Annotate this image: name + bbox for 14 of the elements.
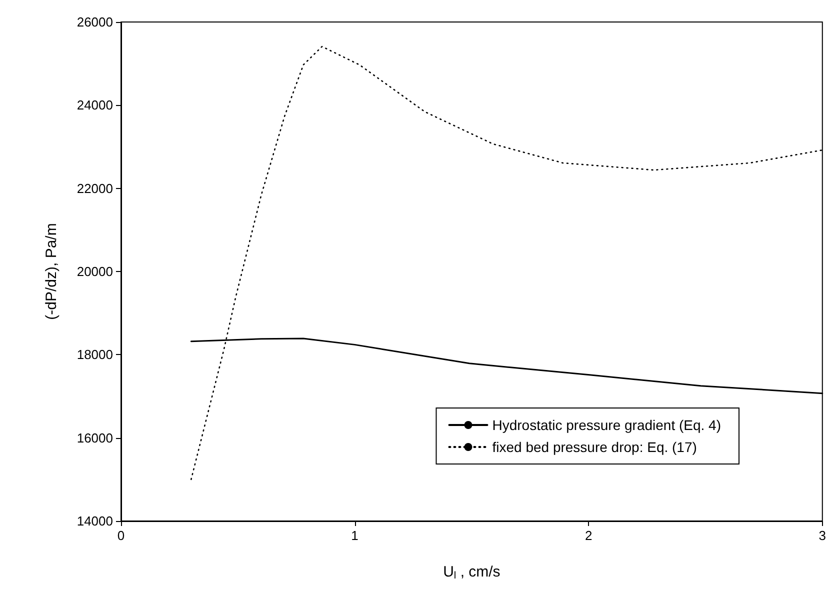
y-tick-label: 26000 [76, 14, 113, 30]
y-tick-label: 22000 [76, 180, 113, 196]
x-tick-label: 2 [584, 528, 592, 543]
y-tick-label: 24000 [76, 98, 113, 113]
x-tick-label: 1 [351, 528, 358, 543]
y-tick-label: 14000 [76, 514, 113, 528]
x-tick-label: 3 [818, 528, 826, 543]
y-tick-label: 18000 [76, 347, 113, 362]
x-tick-label: 0 [117, 528, 125, 543]
legend-label: fixed bed pressure drop: Eq. (17) [492, 439, 697, 455]
y-axis-title: (-dP/dz), Pa/m [43, 223, 60, 320]
legend-label: Hydrostatic pressure gradient (Eq. 4) [492, 417, 721, 433]
y-tick-label: 16000 [76, 430, 113, 446]
y-tick-label: 20000 [76, 264, 113, 279]
